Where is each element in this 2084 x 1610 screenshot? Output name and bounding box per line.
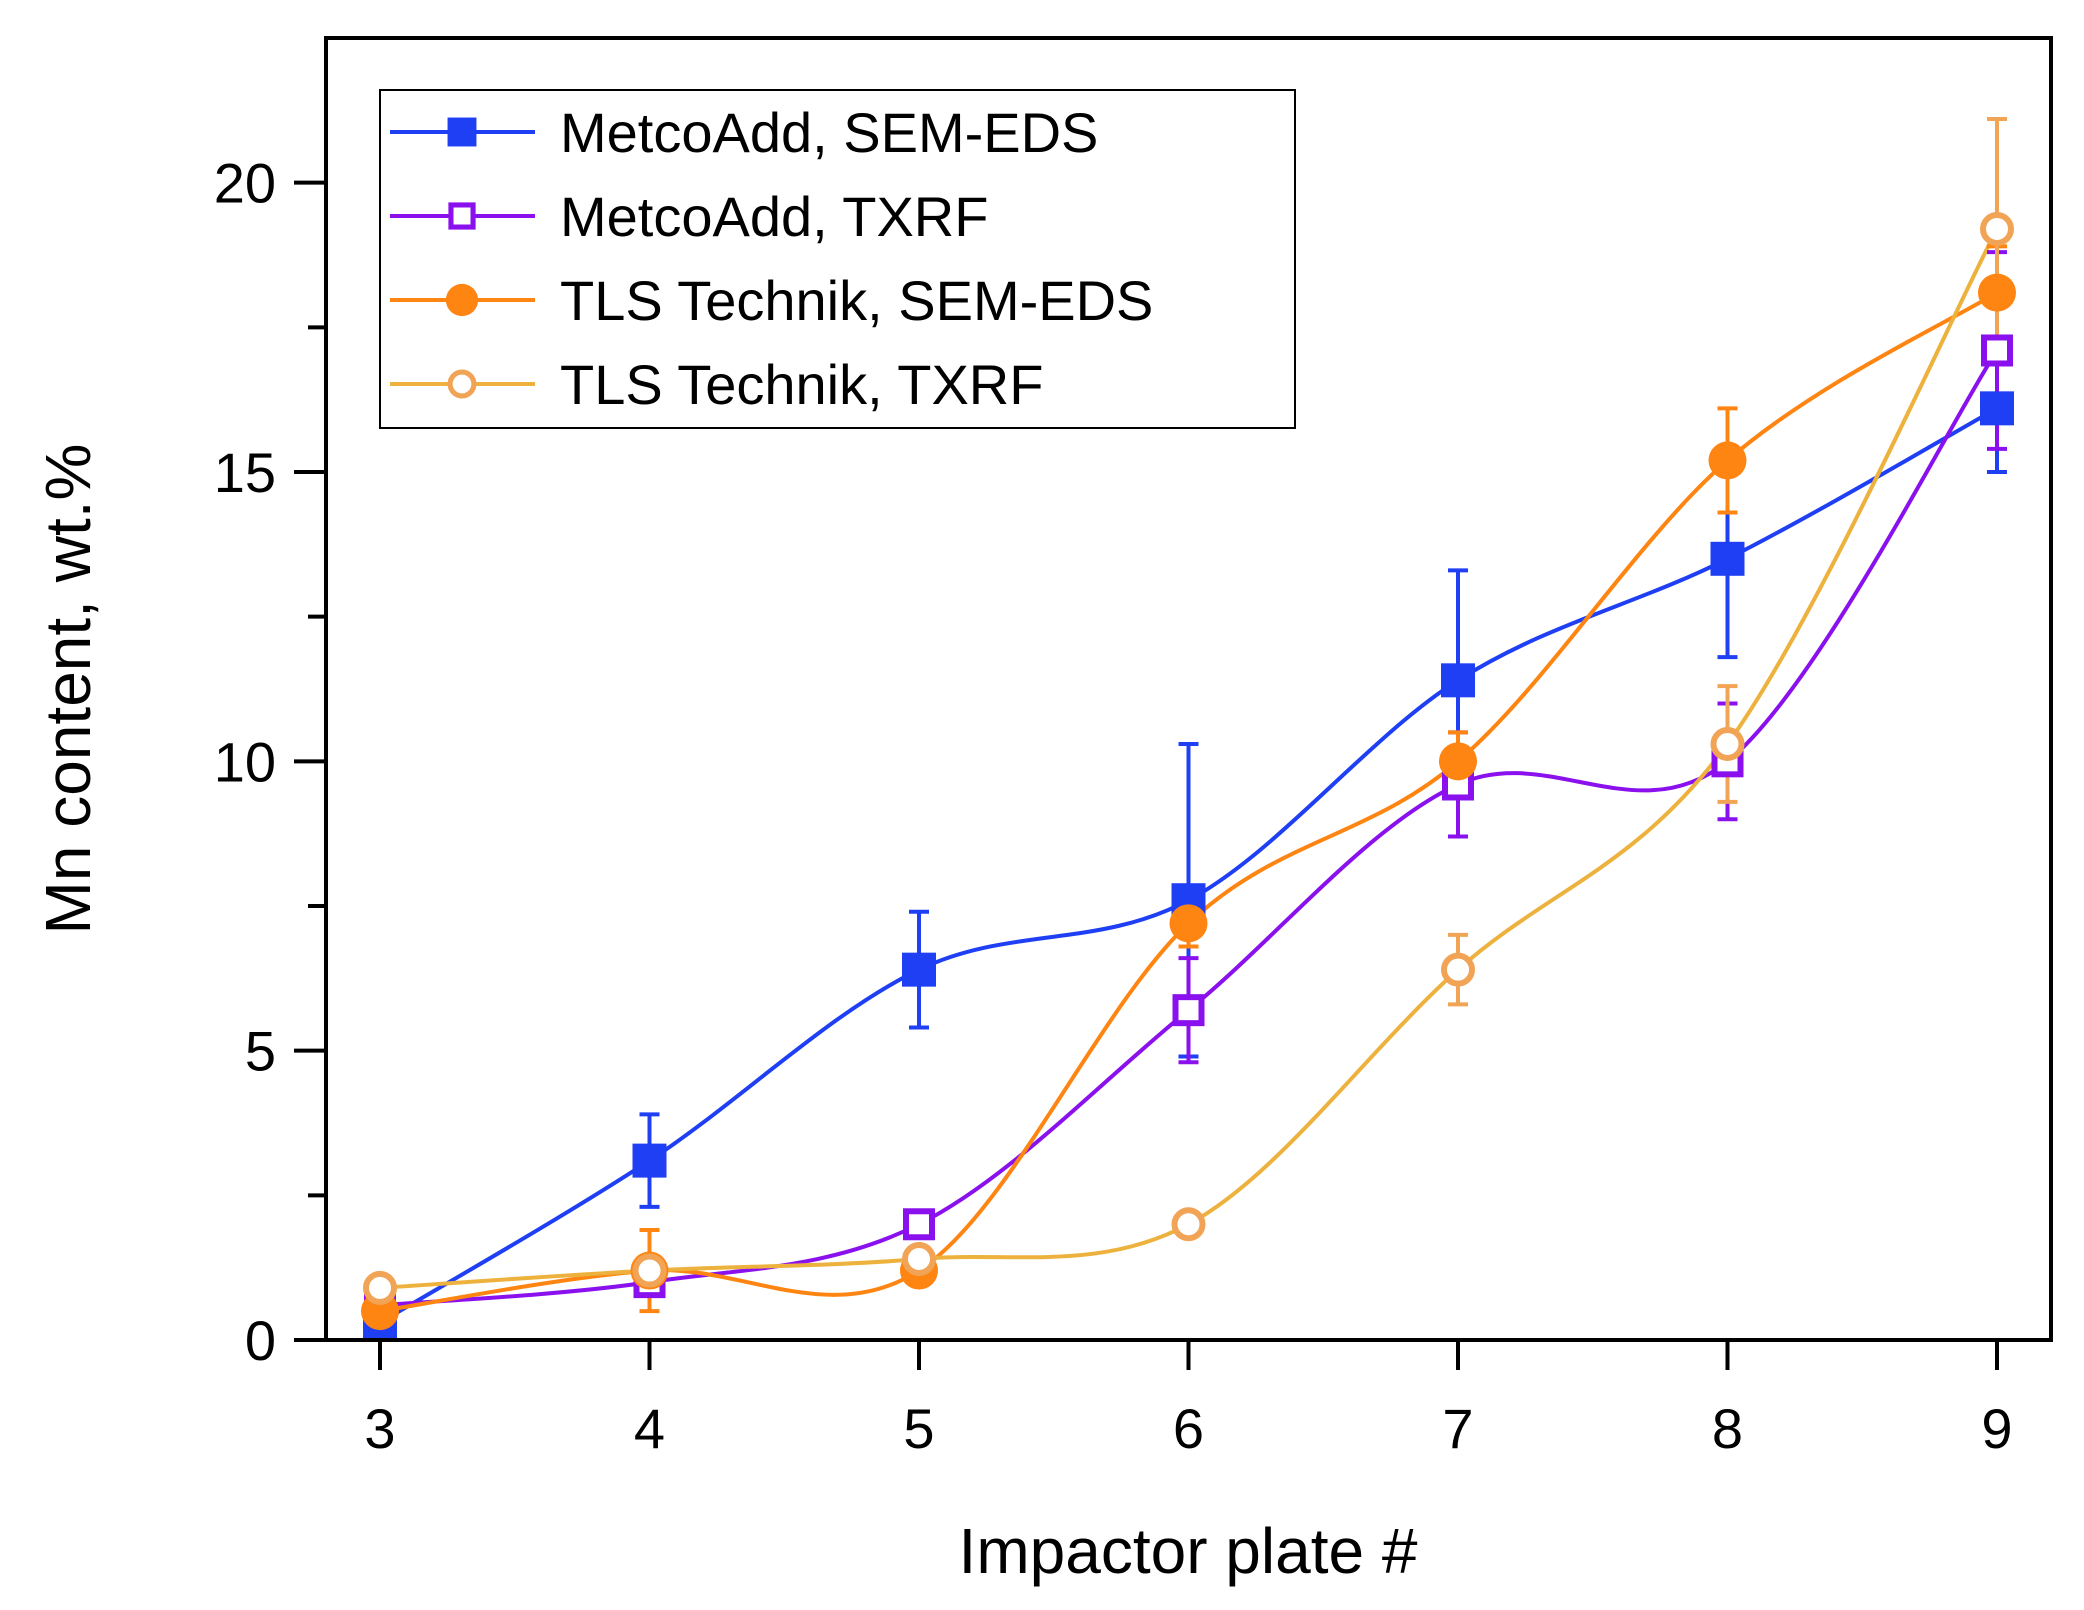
data-point bbox=[1710, 726, 1745, 761]
legend-swatch-marker bbox=[448, 202, 476, 230]
data-point bbox=[1980, 211, 2014, 246]
x-tick-label: 3 bbox=[364, 1397, 395, 1460]
legend-label: TLS Technik, TXRF bbox=[560, 353, 1043, 416]
legend-swatch-marker bbox=[447, 369, 477, 399]
legend-label: TLS Technik, SEM-EDS bbox=[560, 269, 1153, 332]
y-tick-label: 20 bbox=[214, 152, 276, 215]
legend-swatch-marker bbox=[447, 117, 477, 147]
y-axis-ticks: 0 5 10 15 20 bbox=[214, 152, 326, 1372]
data-point bbox=[902, 952, 936, 987]
y-tick-label: 15 bbox=[214, 441, 276, 504]
data-point bbox=[632, 1143, 667, 1178]
data-point bbox=[902, 1241, 936, 1276]
legend-swatch-marker bbox=[445, 283, 479, 317]
data-point bbox=[1710, 541, 1745, 576]
data-point bbox=[1441, 952, 1475, 987]
data-markers bbox=[361, 211, 2016, 1340]
data-point bbox=[1980, 391, 2014, 426]
data-point bbox=[632, 1253, 667, 1288]
y-axis-title: Mn content, wt.% bbox=[32, 444, 104, 935]
y-tick-label: 0 bbox=[245, 1309, 276, 1372]
x-tick-label: 9 bbox=[1981, 1397, 2012, 1460]
data-point bbox=[363, 1270, 397, 1305]
legend: MetcoAdd, SEM-EDS MetcoAdd, TXRF TLS Techn… bbox=[379, 89, 1296, 429]
legend-box bbox=[379, 89, 1296, 429]
x-axis-title: Impactor plate # bbox=[959, 1515, 1418, 1587]
plot-frame bbox=[324, 36, 2053, 1342]
data-point bbox=[1171, 1207, 1206, 1242]
data-point bbox=[1708, 441, 1747, 480]
y-tick-label: 10 bbox=[214, 730, 276, 793]
data-point bbox=[1441, 663, 1475, 698]
data-point bbox=[1169, 904, 1208, 943]
x-tick-label: 6 bbox=[1173, 1397, 1204, 1460]
data-point bbox=[1978, 273, 2016, 312]
x-tick-label: 5 bbox=[903, 1397, 934, 1460]
y-tick-label: 5 bbox=[245, 1020, 276, 1083]
data-point bbox=[1172, 994, 1205, 1027]
legend-label: MetcoAdd, TXRF bbox=[560, 185, 988, 248]
x-tick-label: 8 bbox=[1712, 1397, 1743, 1460]
x-tick-label: 4 bbox=[634, 1397, 665, 1460]
data-point bbox=[903, 1208, 935, 1241]
series-line bbox=[379, 228, 1999, 1290]
x-axis-ticks: 3 4 5 6 7 8 9 bbox=[364, 1340, 2013, 1460]
data-point bbox=[1981, 334, 2013, 367]
x-tick-label: 7 bbox=[1442, 1397, 1473, 1460]
data-point bbox=[1439, 742, 1477, 781]
legend-label: MetcoAdd, SEM-EDS bbox=[560, 101, 1098, 164]
